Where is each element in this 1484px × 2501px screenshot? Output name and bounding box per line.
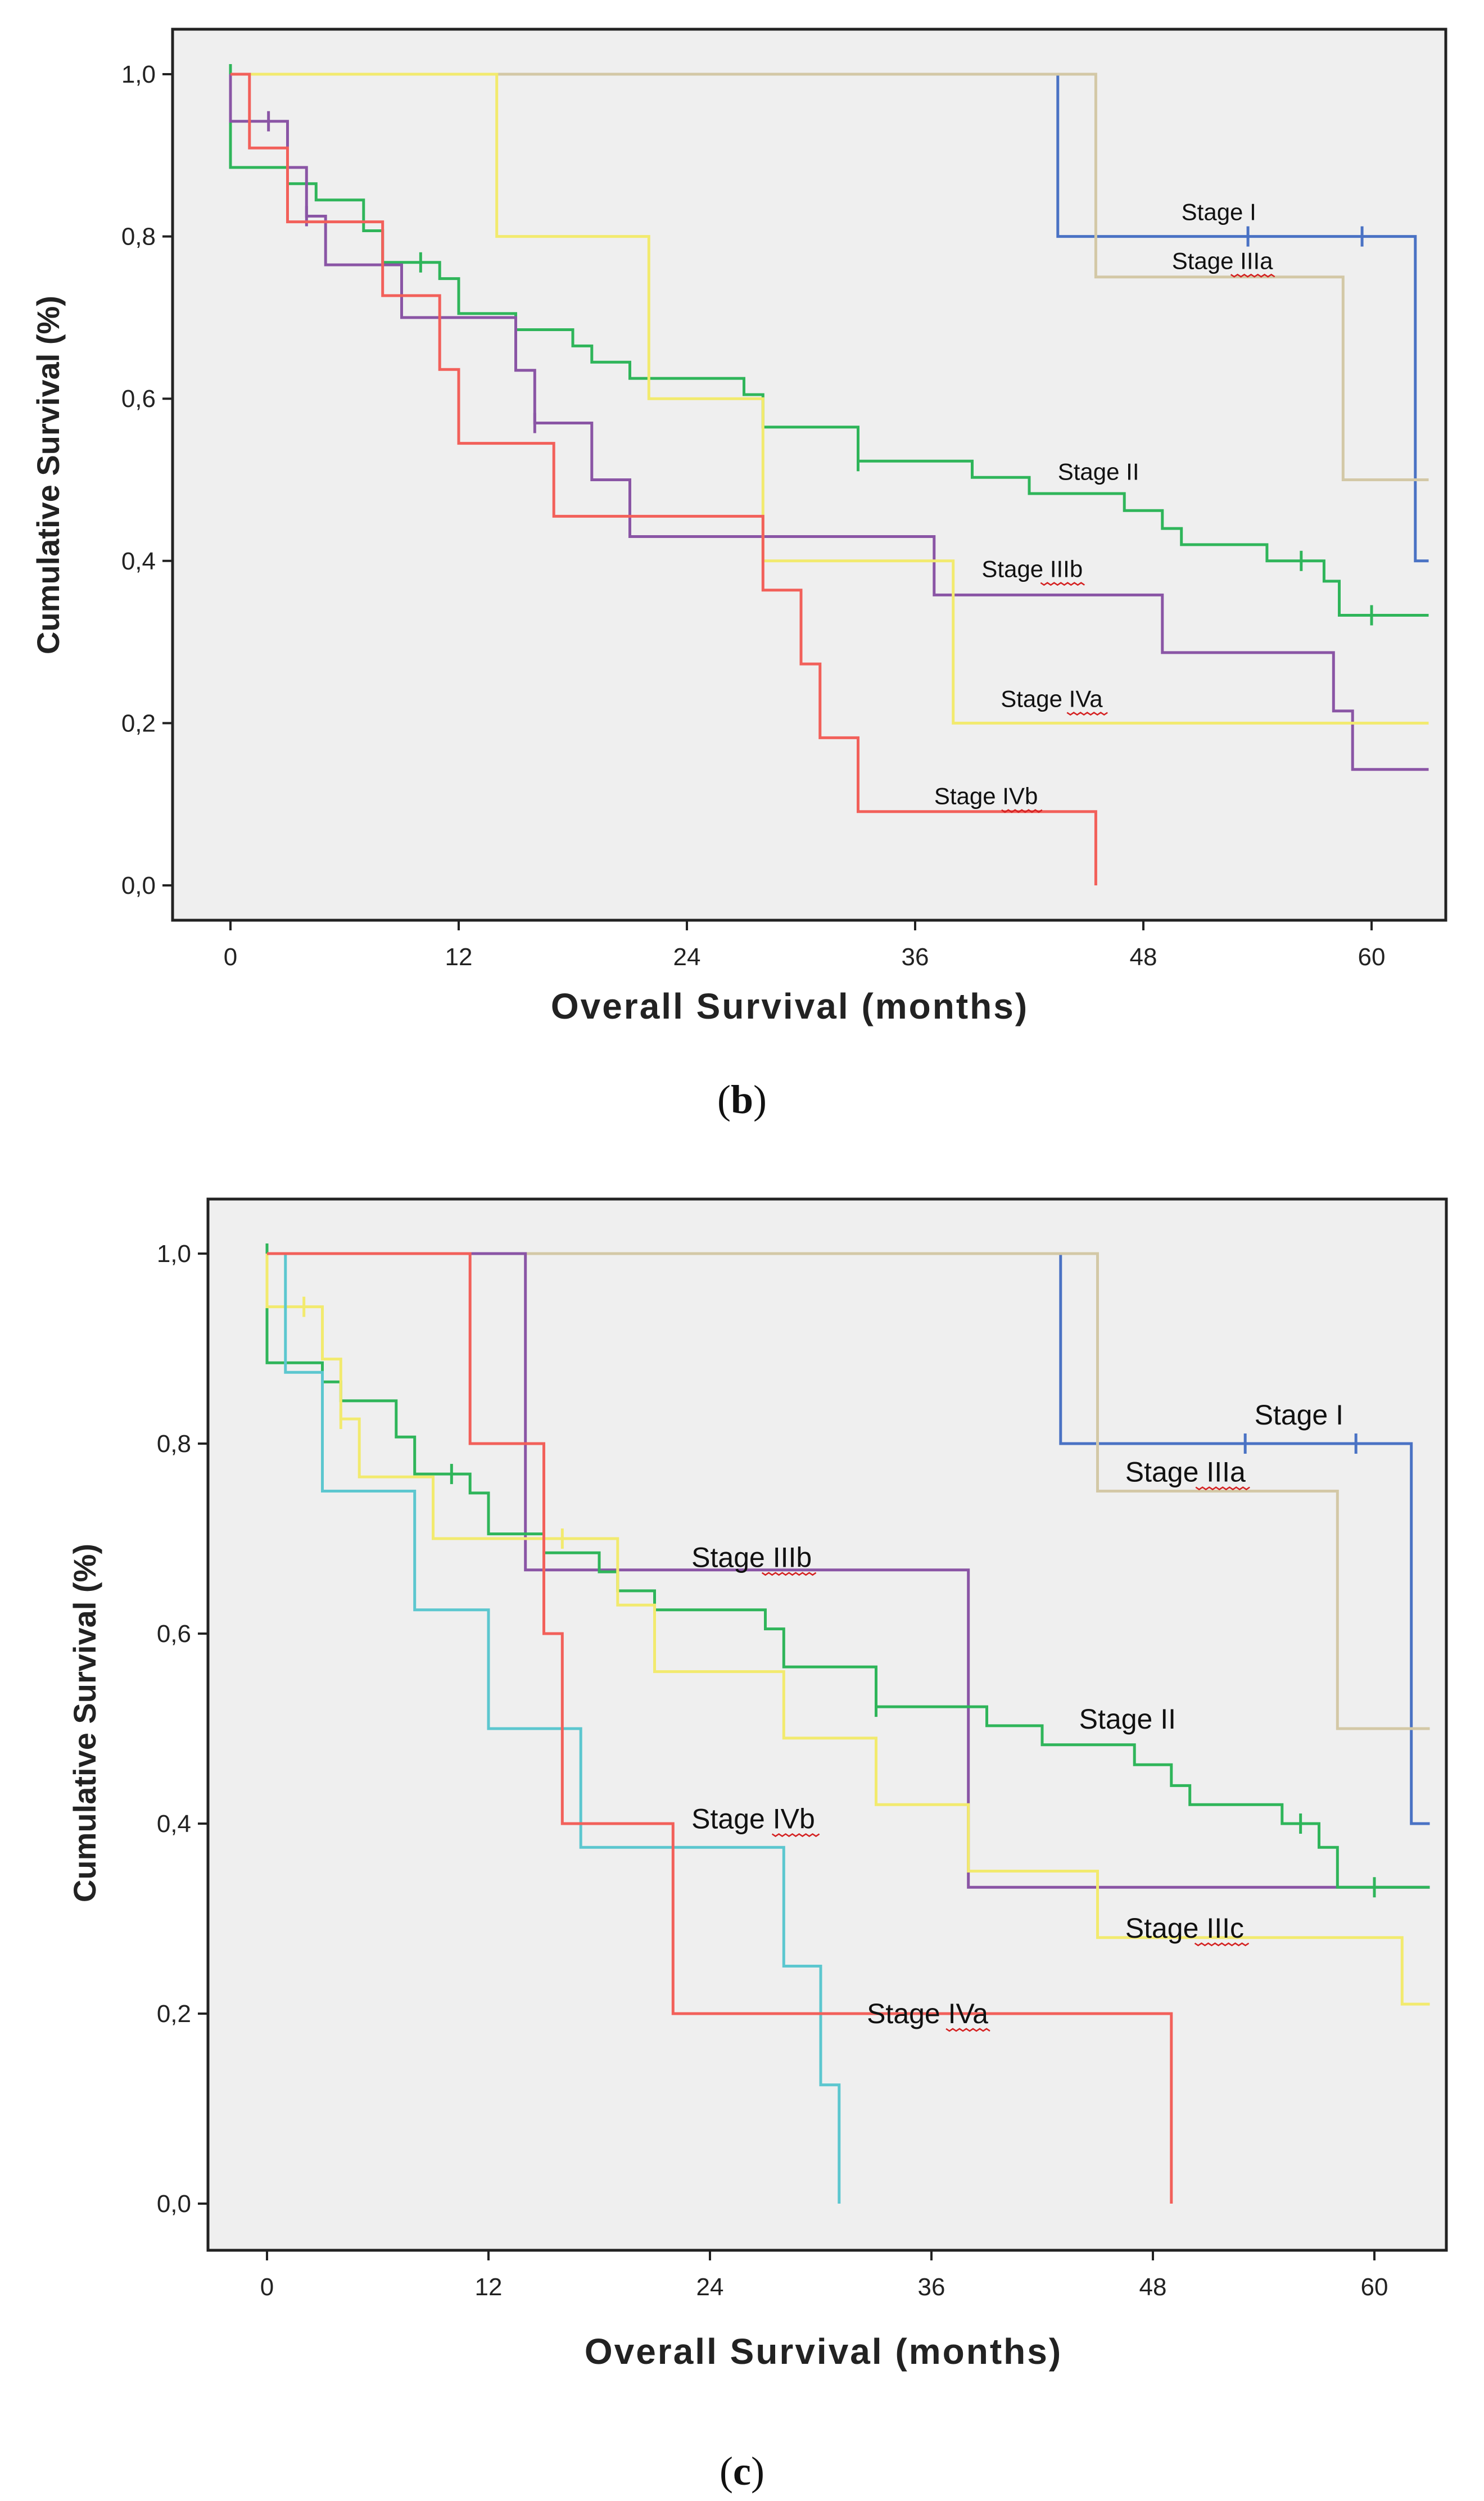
panel-c-chart: 0 12 24 36 48 60 0,0 0,2 0,4 0,6 0,8 1,0 Overall Su… — [67, 1197, 1448, 2494]
y-tick-label: 0,6 — [157, 1620, 191, 1648]
label-stage-i: Stage I — [1255, 1399, 1343, 1431]
label-stage-ii: Stage II — [1079, 1703, 1176, 1735]
label-stage-iva: Stage IVa — [867, 1998, 988, 2029]
caption-letter: c — [733, 2449, 751, 2494]
survival-curve-stage-ivb — [267, 1252, 841, 2204]
panel-b-chart: 0 12 24 36 48 60 0,0 0,2 0,4 0,6 0,8 1,0 Overall Su… — [30, 28, 1447, 1122]
caption-open-paren: ( — [717, 1077, 731, 1122]
label-stage-ii: Stage II — [1058, 459, 1139, 485]
survival-curve-stage-iiib — [267, 1252, 1430, 1889]
series-stage-iiic — [265, 1254, 1430, 2006]
label-stage-iva: Stage IVa — [1001, 686, 1103, 712]
spellcheck-underline — [1001, 809, 1043, 813]
series-labels: Stage I Stage IIIa Stage II Stage IIIb Stage… — [934, 199, 1275, 813]
survival-curve-stage-ii — [229, 74, 1429, 617]
y-tick-label: 0,0 — [121, 872, 156, 899]
spellcheck-underline — [1040, 582, 1085, 586]
y-tick-label: 0,4 — [157, 1810, 191, 1838]
x-tick-label: 60 — [1358, 943, 1386, 971]
series-stage-ivb — [267, 1252, 841, 2204]
survival-curve-stage-iiia — [267, 1252, 1430, 1730]
x-tick-label: 12 — [475, 2273, 503, 2301]
series-layer — [229, 64, 1429, 885]
axes-layer: 0 12 24 36 48 60 0,0 0,2 0,4 0,6 0,8 1,0 — [157, 1240, 1388, 2301]
label-stage-iiic: Stage IIIc — [1125, 1912, 1244, 1944]
series-stage-iva — [230, 73, 1429, 725]
series-stage-ivb — [230, 73, 1097, 885]
x-tick-label: 60 — [1361, 2273, 1388, 2301]
series-stage-iiia — [267, 1252, 1430, 1730]
x-tick-label: 0 — [260, 2273, 274, 2301]
y-tick-label: 1,0 — [157, 1240, 191, 1268]
caption-close-paren: ) — [751, 2449, 764, 2494]
label-stage-ivb: Stage IVb — [934, 783, 1038, 809]
label-stage-iiib: Stage IIIb — [981, 556, 1083, 582]
spellcheck-underline — [761, 1572, 817, 1576]
y-tick-label: 0,8 — [121, 223, 156, 251]
plot-area — [171, 28, 1447, 922]
label-stage-ivb: Stage IVb — [691, 1803, 815, 1834]
series-stage-iva — [267, 1252, 1173, 2204]
caption-open-paren: ( — [720, 2449, 733, 2494]
survival-curve-stage-iiia — [230, 73, 1429, 481]
x-tick-label: 48 — [1139, 2273, 1167, 2301]
spellcheck-underline — [945, 2028, 990, 2032]
series-stage-ii — [265, 1243, 1430, 1898]
survival-curve-stage-iva — [267, 1252, 1173, 2204]
label-stage-iiib: Stage IIIb — [691, 1542, 812, 1573]
series-labels: Stage I Stage IIIa Stage IIIb Stage II Stage… — [691, 1399, 1343, 2032]
x-tick-label: 36 — [902, 943, 929, 971]
y-axis-title: Cumulative Survival (%) — [30, 296, 66, 654]
caption-close-paren: ) — [753, 1077, 767, 1122]
spellcheck-underline — [771, 1833, 820, 1837]
label-stage-i: Stage I — [1182, 199, 1256, 225]
y-axis-title: Cumulative Survival (%) — [67, 1544, 102, 1902]
label-stage-iiia: Stage IIIa — [1125, 1457, 1246, 1488]
x-axis-title: Overall Survival (months) — [551, 986, 1029, 1026]
caption-letter: b — [731, 1077, 753, 1122]
x-tick-label: 24 — [696, 2273, 724, 2301]
x-tick-label: 12 — [445, 943, 473, 971]
y-tick-label: 0,2 — [157, 2000, 191, 2028]
series-stage-iiia — [230, 73, 1429, 481]
x-tick-label: 48 — [1130, 943, 1157, 971]
plot-area — [206, 1197, 1448, 2252]
label-stage-iiia: Stage IIIa — [1172, 247, 1273, 274]
survival-curve-stage-ii — [265, 1254, 1430, 1889]
spellcheck-underline — [1066, 712, 1108, 716]
x-tick-label: 36 — [918, 2273, 945, 2301]
x-tick-label: 24 — [673, 943, 701, 971]
axes-layer: 0 12 24 36 48 60 0,0 0,2 0,4 0,6 0,8 1,0 — [121, 61, 1386, 971]
survival-curve-stage-iiic — [265, 1254, 1430, 2006]
x-axis-title: Overall Survival (months) — [585, 2331, 1062, 2372]
series-stage-iiib — [267, 1252, 1430, 1889]
survival-curve-stage-iva — [230, 73, 1429, 725]
y-tick-label: 0,0 — [157, 2190, 191, 2218]
y-tick-label: 0,2 — [121, 709, 156, 737]
panel-caption: (c) — [720, 2449, 764, 2494]
survival-curve-stage-ivb — [230, 73, 1097, 885]
spellcheck-underline — [1195, 1486, 1250, 1491]
panel-caption: (b) — [717, 1077, 767, 1122]
y-tick-label: 0,4 — [121, 548, 156, 575]
y-tick-label: 0,6 — [121, 385, 156, 413]
x-tick-label: 0 — [224, 943, 237, 971]
spellcheck-underline — [1230, 273, 1275, 278]
series-layer — [265, 1243, 1430, 2204]
y-tick-label: 1,0 — [121, 61, 156, 88]
y-tick-label: 0,8 — [157, 1430, 191, 1458]
spellcheck-underline — [1194, 1942, 1250, 1947]
